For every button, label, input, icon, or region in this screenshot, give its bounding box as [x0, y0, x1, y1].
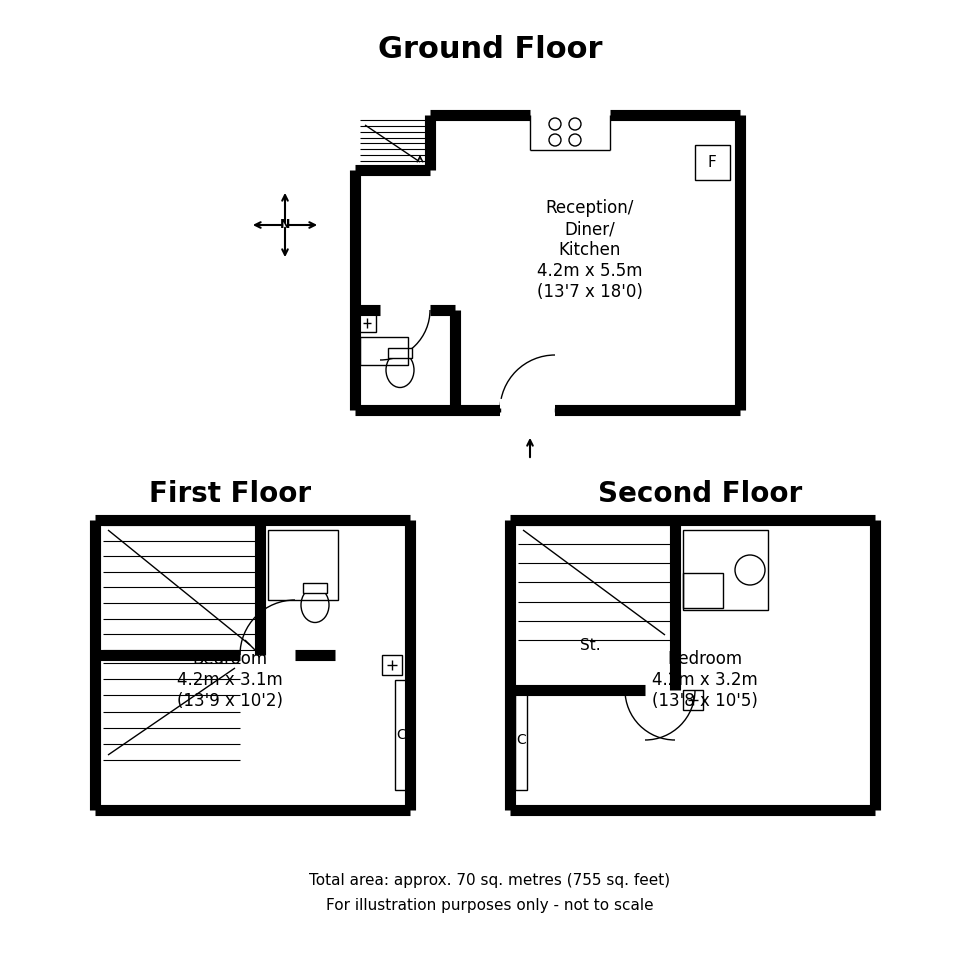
Bar	[388, 348, 412, 358]
Text: Reception/
Diner/
Kitchen
4.2m x 5.5m
(13'7 x 18'0): Reception/ Diner/ Kitchen 4.2m x 5.5m (1…	[537, 199, 643, 301]
Bar	[382, 655, 402, 675]
Text: C: C	[396, 728, 406, 742]
Bar	[303, 583, 327, 593]
Text: N: N	[280, 219, 290, 231]
Text: F: F	[708, 156, 716, 171]
Bar	[303, 583, 327, 593]
Text: Total area: approx. 70 sq. metres (755 sq. feet): Total area: approx. 70 sq. metres (755 s…	[310, 872, 670, 888]
Text: First Floor: First Floor	[149, 480, 311, 508]
Bar	[360, 337, 408, 365]
Bar	[683, 690, 703, 710]
Bar	[358, 314, 376, 332]
Bar	[268, 530, 338, 600]
Bar	[683, 530, 768, 610]
Bar	[395, 680, 407, 790]
Text: Bedroom
4.2m x 3.2m
(13'8 x 10'5): Bedroom 4.2m x 3.2m (13'8 x 10'5)	[652, 650, 758, 710]
Bar	[683, 573, 723, 608]
Bar	[388, 348, 412, 358]
Text: Ground Floor: Ground Floor	[377, 35, 603, 64]
Text: St.: St.	[580, 638, 601, 653]
Bar	[695, 145, 730, 180]
Bar	[515, 690, 527, 790]
Text: For illustration purposes only - not to scale: For illustration purposes only - not to …	[326, 898, 654, 912]
Text: C: C	[516, 733, 526, 747]
Text: Second Floor: Second Floor	[598, 480, 802, 508]
Text: Bedroom
4.2m x 3.1m
(13'9 x 10'2): Bedroom 4.2m x 3.1m (13'9 x 10'2)	[177, 650, 283, 710]
